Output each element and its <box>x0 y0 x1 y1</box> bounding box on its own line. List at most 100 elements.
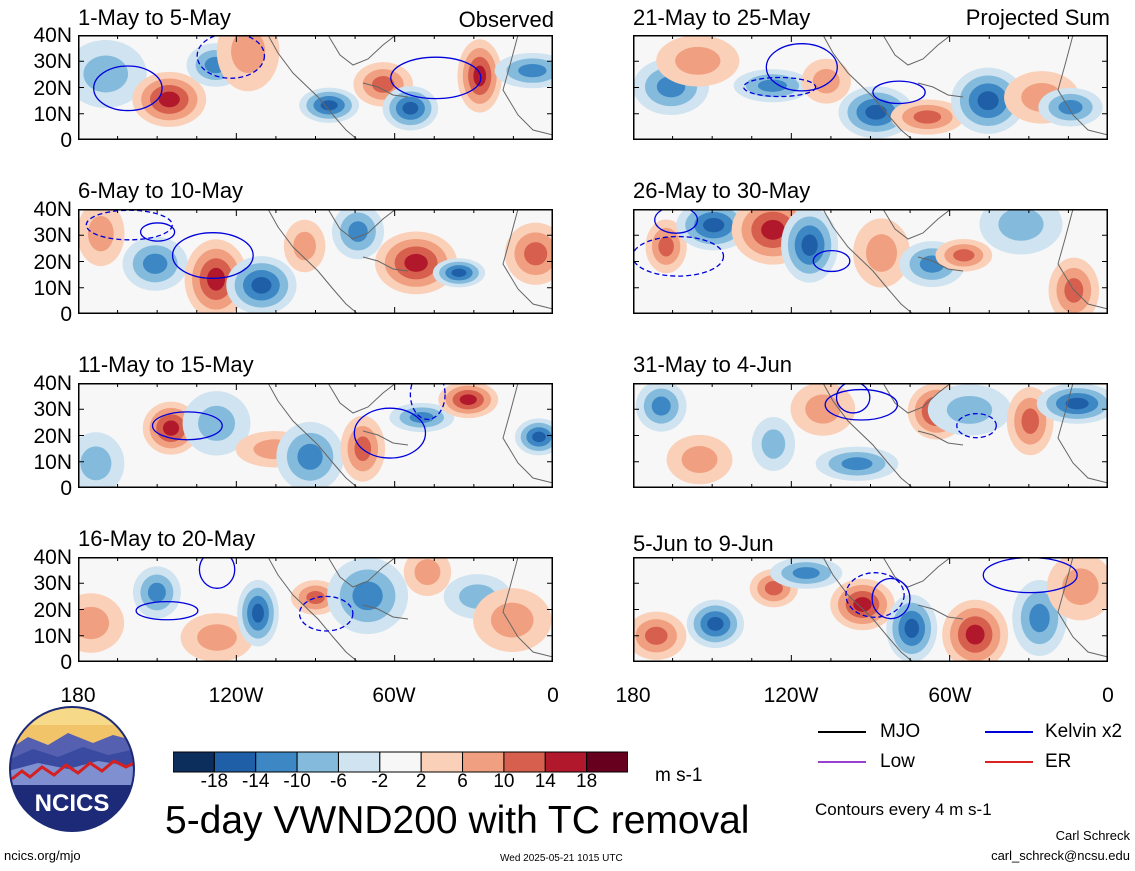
lon-label-left-180: 180 <box>60 684 96 707</box>
anomaly-shading <box>78 606 110 640</box>
panel-title-2: 6-May to 10-May <box>78 178 244 203</box>
anomaly-shading <box>1058 99 1083 115</box>
anomaly-shading <box>87 215 114 252</box>
anomaly-shading <box>681 446 718 473</box>
anomaly-shading <box>490 602 534 638</box>
lat-label: 40N <box>33 372 72 395</box>
anomaly-shading <box>792 567 820 579</box>
lat-label: 30N <box>33 572 72 596</box>
kelvin-contour <box>633 235 725 277</box>
anomaly-shading <box>651 396 671 416</box>
lat-label: 10N <box>33 624 72 648</box>
units-label: m s-1 <box>655 765 703 786</box>
anomaly-shading <box>1065 397 1089 410</box>
anomaly-shading <box>409 411 434 423</box>
map-panel-2 <box>78 209 553 314</box>
ncics-logo: NCICS <box>8 705 136 838</box>
panel-title-6: 26-May to 30-May <box>633 178 811 203</box>
coastline <box>822 35 1108 140</box>
panel-title-7: 31-May to 4-Jun <box>633 352 792 377</box>
legend-label-kelvin: Kelvin x2 <box>1045 721 1123 742</box>
colorbar-swatch <box>586 751 629 773</box>
anomaly-shading <box>372 76 395 93</box>
kelvin-contour <box>198 557 236 589</box>
anomaly-shading <box>162 420 180 436</box>
anomaly-shading <box>805 394 841 424</box>
lat-label: 40N <box>33 546 72 569</box>
anomaly-shading <box>207 267 226 291</box>
colorbar-tick-label: -18 <box>200 771 229 792</box>
anomaly-shading <box>801 234 818 256</box>
anomaly-shading <box>812 68 840 94</box>
anomaly-shading <box>297 443 323 470</box>
anomaly-shading <box>865 104 887 120</box>
anomaly-shading <box>78 40 147 108</box>
colorbar-swatch <box>462 751 505 773</box>
footer-url: ncics.org/mjo <box>4 848 81 863</box>
map-frame <box>78 557 553 662</box>
kelvin-contour <box>872 80 926 105</box>
anomaly-shading <box>977 91 999 111</box>
colorbar <box>172 751 629 778</box>
anomaly-shading <box>518 63 547 78</box>
colorbar-swatch <box>172 751 215 773</box>
colorbar-tick-label: -2 <box>371 771 389 792</box>
kelvin-contour <box>956 412 997 439</box>
lat-label: 0 <box>60 303 72 326</box>
map-frame <box>78 383 553 488</box>
anomaly-shading <box>707 616 724 631</box>
legend-label-low: Low <box>880 751 915 772</box>
anomaly-shading <box>965 624 985 645</box>
map-panel-5 <box>633 35 1108 140</box>
colorbar-tick-label: -6 <box>330 771 347 792</box>
kelvin-contour <box>835 383 871 414</box>
anomaly-shading <box>404 253 428 272</box>
anomaly-shading <box>761 219 785 240</box>
colorbar-tick-label: 18 <box>576 771 598 792</box>
map-frame <box>633 209 1108 314</box>
colorbar-swatch <box>544 751 588 773</box>
colorbar-swatch <box>296 751 339 773</box>
lat-label: 0 <box>60 129 72 152</box>
colorbar-tick-label: 2 <box>415 771 427 792</box>
colorbar-tick-label: -14 <box>241 771 270 792</box>
anomaly-shading <box>83 55 129 93</box>
anomaly-shading <box>451 268 467 277</box>
kelvin-contour <box>139 222 176 242</box>
lat-label: 0 <box>60 477 72 500</box>
lon-label-right-180: 180 <box>615 684 651 707</box>
legend-label-mjo: MJO <box>880 721 921 742</box>
anomaly-shading <box>231 35 266 74</box>
lon-label-left-60w: 60W <box>372 684 416 707</box>
kelvin-contour <box>93 65 163 112</box>
anomaly-shading <box>473 65 487 87</box>
panel-title-1: 1-May to 5-May <box>78 5 231 30</box>
panel-title-5: 21-May to 25-May <box>633 5 811 30</box>
lat-label: 20N <box>33 424 72 448</box>
anomaly-shading <box>853 597 872 612</box>
legend-line-mjo <box>818 731 866 733</box>
coastline <box>267 557 553 662</box>
anomaly-shading <box>841 457 873 471</box>
anomaly-shading <box>675 46 721 75</box>
map-panel-7 <box>633 383 1108 488</box>
coastline <box>822 209 1108 314</box>
colorbar-swatch <box>503 751 546 773</box>
anomaly-shading <box>532 431 546 443</box>
lat-label: 40N <box>33 198 72 221</box>
anomaly-shading <box>658 236 674 257</box>
anomaly-shading <box>998 209 1044 241</box>
anomaly-shading <box>904 618 920 638</box>
colorbar-tick-label: -10 <box>283 771 311 792</box>
observed-label: Observed <box>458 7 554 32</box>
anomaly-shading <box>1029 603 1050 633</box>
projected-sum-label: Projected Sum <box>965 5 1110 30</box>
anomaly-shading <box>306 590 325 605</box>
colorbar-tick-label: 10 <box>493 771 515 792</box>
panel-title-3: 11-May to 15-May <box>78 352 254 377</box>
anomaly-shading <box>645 626 668 645</box>
coastline <box>267 35 553 140</box>
anomaly-shading <box>757 79 788 92</box>
map-frame <box>633 383 1108 488</box>
anomaly-shading <box>913 110 942 124</box>
